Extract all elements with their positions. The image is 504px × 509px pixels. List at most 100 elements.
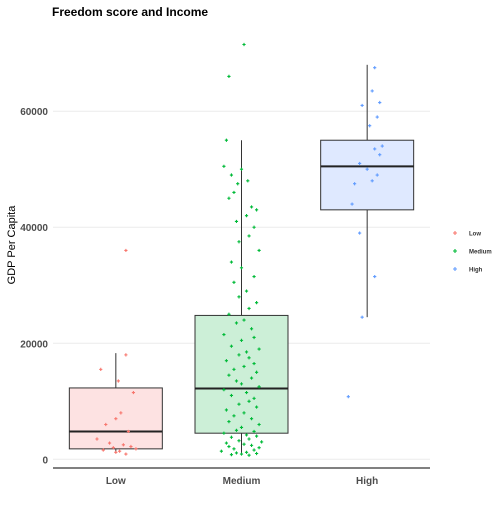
data-point xyxy=(239,452,244,456)
data-point xyxy=(237,295,241,299)
data-point xyxy=(380,144,384,148)
data-point xyxy=(249,205,254,209)
data-point xyxy=(257,422,261,427)
data-point xyxy=(227,419,231,424)
data-point xyxy=(237,353,241,357)
data-point xyxy=(370,179,374,183)
data-point xyxy=(219,449,223,453)
data-point xyxy=(373,274,377,279)
data-point xyxy=(239,382,244,386)
data-point xyxy=(229,435,234,439)
data-point xyxy=(232,414,236,418)
data-point xyxy=(254,434,259,438)
data-point xyxy=(234,451,239,455)
data-point xyxy=(360,103,364,108)
data-point xyxy=(227,196,231,200)
data-point xyxy=(232,190,236,195)
data-point xyxy=(224,359,229,363)
data-point xyxy=(222,164,226,168)
data-point xyxy=(375,115,379,119)
data-point xyxy=(227,74,231,79)
x-tick-label: High xyxy=(356,476,378,487)
data-point xyxy=(244,214,249,218)
box-medium xyxy=(194,314,289,434)
data-point xyxy=(237,439,241,443)
boxes xyxy=(68,64,415,456)
data-point xyxy=(252,448,256,452)
data-point xyxy=(242,411,246,415)
data-point xyxy=(236,182,240,186)
legend-key xyxy=(453,249,457,253)
data-point xyxy=(234,321,239,325)
data-point xyxy=(358,161,362,166)
data-point xyxy=(246,179,250,183)
data-point xyxy=(239,266,244,270)
data-point xyxy=(129,444,133,449)
legend-label: High xyxy=(469,268,483,274)
data-point xyxy=(229,260,234,264)
data-point xyxy=(118,449,122,453)
data-point xyxy=(232,367,236,371)
data-point xyxy=(257,347,261,351)
data-point xyxy=(242,318,246,322)
data-point xyxy=(252,361,256,366)
data-point xyxy=(368,124,372,128)
data-point xyxy=(360,315,364,319)
y-tick-label: 0 xyxy=(42,455,48,466)
data-point xyxy=(232,280,236,284)
data-point xyxy=(346,395,350,399)
data-point xyxy=(252,396,256,400)
data-point xyxy=(257,385,261,389)
data-point xyxy=(124,353,128,357)
data-point xyxy=(124,452,128,456)
data-point xyxy=(350,202,354,206)
data-point xyxy=(247,437,251,441)
data-point xyxy=(254,451,259,456)
data-point xyxy=(252,274,256,279)
y-tick-label: 40000 xyxy=(20,223,48,234)
data-point xyxy=(244,450,249,454)
data-point xyxy=(254,208,259,212)
y-tick-label: 20000 xyxy=(20,339,48,350)
data-point xyxy=(247,453,251,457)
data-point xyxy=(119,411,123,415)
data-point xyxy=(229,173,234,177)
data-point xyxy=(237,402,241,406)
data-point xyxy=(224,441,229,445)
chart-title: Freedom score and Income xyxy=(52,5,208,19)
data-point xyxy=(224,138,229,142)
data-point xyxy=(131,390,136,395)
data-point xyxy=(222,332,226,337)
box-high xyxy=(320,139,415,211)
data-point xyxy=(95,437,99,441)
data-point xyxy=(254,405,259,409)
box-low xyxy=(68,387,163,450)
data-point xyxy=(254,301,259,305)
data-point xyxy=(229,393,234,398)
data-point xyxy=(252,335,256,340)
y-axis-label: GDP Per Capita xyxy=(6,205,18,285)
data-point xyxy=(232,447,236,451)
data-point xyxy=(244,390,249,395)
data-point xyxy=(247,356,251,360)
data-point xyxy=(107,441,112,445)
data-point xyxy=(111,446,115,450)
data-point xyxy=(373,66,377,70)
data-point xyxy=(252,429,256,434)
data-point xyxy=(239,167,244,171)
data-point xyxy=(134,447,138,451)
legend-label: Medium xyxy=(469,250,492,256)
y-tick-label: 60000 xyxy=(20,107,48,118)
data-point xyxy=(242,364,246,369)
data-point xyxy=(242,42,246,47)
data-point xyxy=(365,167,369,171)
data-point xyxy=(99,367,103,371)
data-point xyxy=(252,225,256,229)
data-point xyxy=(254,370,259,374)
data-point xyxy=(229,344,234,348)
data-point xyxy=(244,350,249,354)
data-point xyxy=(247,306,251,311)
data-point xyxy=(124,248,128,253)
x-tick-label: Medium xyxy=(223,476,261,487)
